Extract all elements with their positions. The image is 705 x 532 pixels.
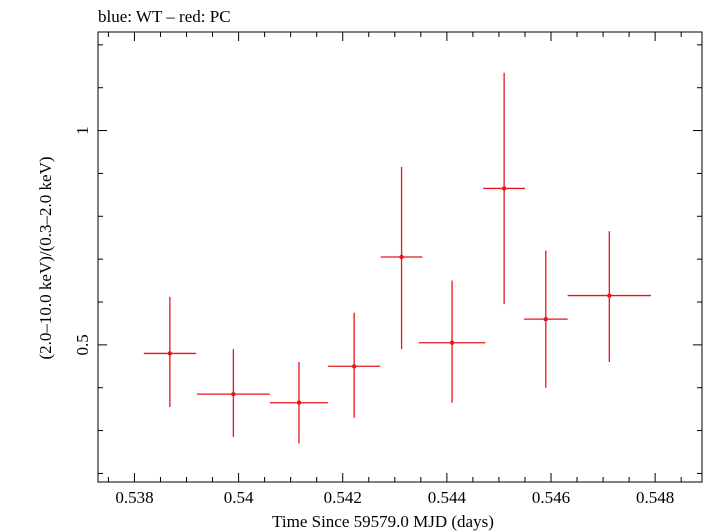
minor-ticks bbox=[98, 32, 702, 482]
x-tick-label: 0.54 bbox=[224, 488, 254, 507]
point-marker bbox=[543, 316, 548, 322]
y-axis-label: (2.0–10.0 keV)/(0.3–2.0 keV) bbox=[36, 156, 55, 359]
plot-frame bbox=[97, 31, 703, 483]
data-point bbox=[483, 72, 525, 305]
data-point bbox=[418, 280, 486, 403]
x-tick-label: 0.538 bbox=[115, 488, 153, 507]
point-marker bbox=[399, 254, 404, 260]
point-marker bbox=[167, 351, 173, 356]
x-axis-label: Time Since 59579.0 MJD (days) bbox=[272, 512, 494, 531]
x-tick-label: 0.542 bbox=[324, 488, 362, 507]
y-tick-label: 0.5 bbox=[73, 334, 92, 355]
point-marker bbox=[607, 293, 612, 298]
chart-title: blue: WT – red: PC bbox=[98, 7, 231, 26]
x-tick-label: 0.544 bbox=[428, 488, 467, 507]
point-marker bbox=[449, 340, 455, 345]
data-point bbox=[143, 296, 196, 407]
data-point bbox=[196, 349, 270, 437]
y-tick-label: 1 bbox=[73, 126, 92, 135]
point-marker bbox=[501, 186, 507, 191]
data-point bbox=[269, 362, 329, 444]
data-point bbox=[380, 167, 423, 350]
data-point bbox=[567, 231, 651, 362]
x-tick-label: 0.546 bbox=[532, 488, 570, 507]
data-point bbox=[328, 312, 381, 418]
data-point bbox=[523, 250, 568, 388]
point-marker bbox=[351, 364, 357, 369]
point-marker bbox=[231, 391, 236, 397]
data-points bbox=[143, 72, 651, 444]
point-marker bbox=[296, 400, 302, 405]
x-tick-label: 0.548 bbox=[636, 488, 674, 507]
x-axis-ticks: 0.538 0.54 0.542 0.544 0.546 0.548 bbox=[115, 32, 674, 507]
y-axis-ticks: 0.51 bbox=[73, 126, 702, 355]
